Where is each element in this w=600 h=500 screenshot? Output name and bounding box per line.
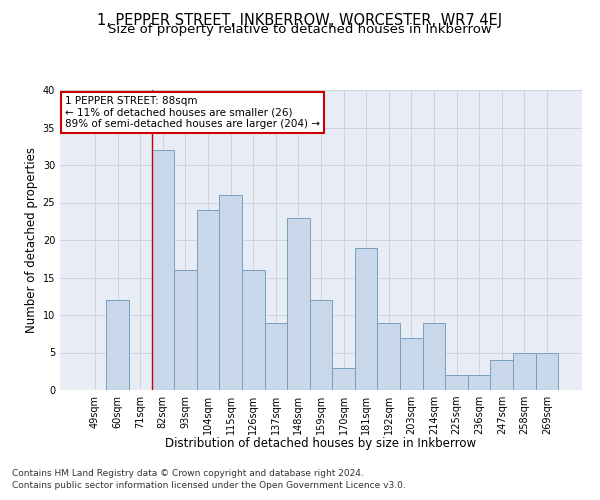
Bar bbox=[265, 322, 287, 390]
Bar bbox=[513, 352, 536, 390]
Text: Contains public sector information licensed under the Open Government Licence v3: Contains public sector information licen… bbox=[12, 481, 406, 490]
Bar bbox=[174, 270, 197, 390]
Bar bbox=[536, 352, 558, 390]
Y-axis label: Number of detached properties: Number of detached properties bbox=[25, 147, 38, 333]
Bar bbox=[468, 375, 490, 390]
Bar bbox=[106, 300, 129, 390]
Text: Contains HM Land Registry data © Crown copyright and database right 2024.: Contains HM Land Registry data © Crown c… bbox=[12, 468, 364, 477]
Bar bbox=[242, 270, 265, 390]
Bar bbox=[332, 368, 355, 390]
Text: 1, PEPPER STREET, INKBERROW, WORCESTER, WR7 4EJ: 1, PEPPER STREET, INKBERROW, WORCESTER, … bbox=[97, 12, 503, 28]
Bar bbox=[152, 150, 174, 390]
Bar bbox=[310, 300, 332, 390]
Bar bbox=[490, 360, 513, 390]
Bar bbox=[377, 322, 400, 390]
Bar bbox=[220, 195, 242, 390]
Text: Distribution of detached houses by size in Inkberrow: Distribution of detached houses by size … bbox=[166, 438, 476, 450]
Bar bbox=[445, 375, 468, 390]
Bar bbox=[197, 210, 220, 390]
Bar bbox=[355, 248, 377, 390]
Bar bbox=[422, 322, 445, 390]
Bar bbox=[400, 338, 422, 390]
Text: 1 PEPPER STREET: 88sqm
← 11% of detached houses are smaller (26)
89% of semi-det: 1 PEPPER STREET: 88sqm ← 11% of detached… bbox=[65, 96, 320, 129]
Text: Size of property relative to detached houses in Inkberrow: Size of property relative to detached ho… bbox=[108, 22, 492, 36]
Bar bbox=[287, 218, 310, 390]
